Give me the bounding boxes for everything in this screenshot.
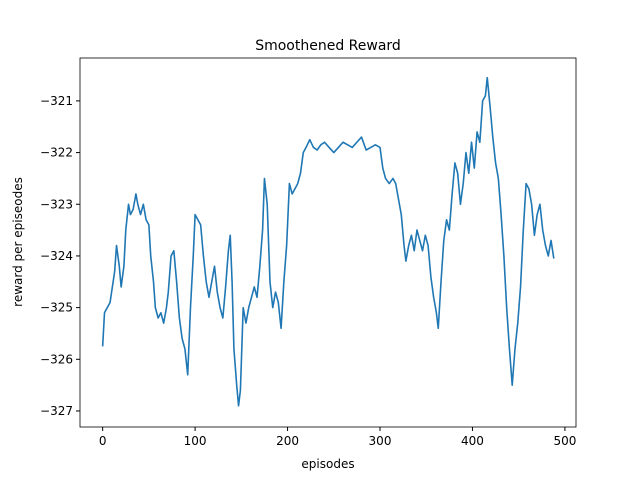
y-tick-label: −327	[40, 404, 73, 418]
y-axis-label: reward per episeodes	[11, 177, 25, 307]
y-tick-label: −322	[40, 146, 73, 160]
x-tick-label: 300	[369, 434, 392, 448]
x-tick-label: 400	[461, 434, 484, 448]
x-axis-label: episodes	[301, 457, 354, 471]
y-tick-label: −324	[40, 249, 73, 263]
line	[101, 76, 555, 407]
y-tick-label: −323	[40, 197, 73, 211]
plot-frame	[79, 57, 577, 428]
y-tick-label: −321	[40, 94, 73, 108]
chart-title: Smoothened Reward	[255, 38, 401, 54]
x-tick-label: 500	[553, 434, 576, 448]
x-tick-label: 0	[99, 434, 107, 448]
x-tick-label: 100	[184, 434, 207, 448]
x-tick-label: 200	[276, 434, 299, 448]
y-tick-label: −326	[40, 352, 73, 366]
y-tick-label: −325	[40, 301, 73, 315]
